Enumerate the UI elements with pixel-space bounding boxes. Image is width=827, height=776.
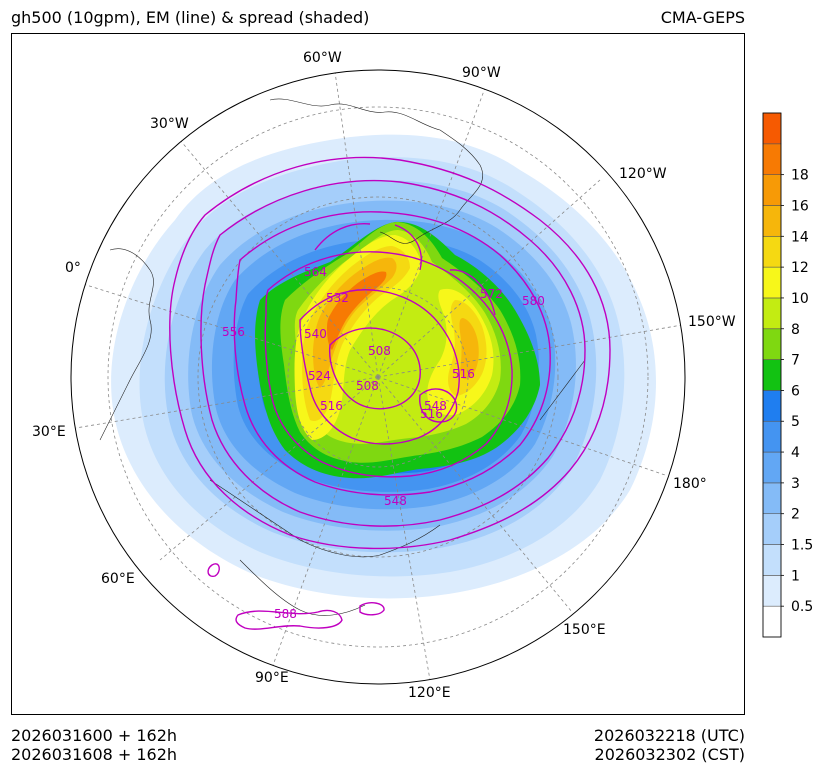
colorbar-bin [762,235,782,268]
contour-line [359,602,385,616]
colorbar-bin [762,513,782,545]
lon-label: 60°E [101,571,135,587]
graticule [75,71,683,681]
longitude-labels: 60°W 90°W 30°W 120°W 0° 150°W 30°E 180° … [32,50,736,701]
contour-label: 540 [304,327,327,341]
colorbar-tick-label: 14 [791,229,809,245]
contour-line [233,211,551,496]
colorbar-tick-label: 5 [791,414,800,430]
contour-label: 564 [304,265,327,279]
colorbar-tick-label: 18 [791,168,809,184]
lon-label: 120°E [408,685,451,701]
lon-label: 90°W [462,65,501,81]
lon-label: 0° [65,260,81,276]
colorbar-bin [762,359,782,391]
contour-label: 556 [222,325,245,339]
contour-label: 548 [384,494,407,508]
contour-line [419,388,458,423]
init-time-utc: 2026031600 + 162h [11,726,178,745]
valid-time-cst: 2026032302 (CST) [594,745,745,764]
spread-shading [111,134,657,599]
colorbar-bin [762,174,782,206]
lon-label: 90°E [255,670,289,686]
contour-label: 508 [356,379,379,393]
colorbar-tick-label: 6 [791,383,800,399]
colorbar-tick-label: 0.5 [791,599,813,615]
coastlines [99,98,586,616]
colorbar-bin [762,390,782,422]
valid-time-utc: 2026032218 (UTC) [593,726,745,745]
contour-line [328,327,421,410]
colorbar-tick-label: 1 [791,568,800,584]
colorbar-bin [762,328,782,360]
colorbar-tick-label: 4 [791,445,800,461]
colorbar-tick-label: 2 [791,507,800,523]
contour-line [264,251,513,478]
height-contours [169,156,611,630]
contour-line [169,156,611,550]
colorbar-bin [762,297,782,330]
contour-line [235,609,343,630]
contour-label: 516 [320,399,343,413]
chart-title: gh500 (10gpm), EM (line) & spread (shade… [11,8,370,27]
lon-label: 150°W [688,314,736,330]
colorbar-tick-label: 8 [791,322,800,338]
colorbar-tick-label: 10 [791,291,809,307]
colorbar-bin [762,205,782,237]
colorbar: 0.5 1 1.5 2 3 4 5 6 7 8 10 12 14 16 18 [762,112,813,638]
spread-region-16 [327,271,387,350]
colorbar-bin [762,482,782,515]
colorbar-bin [762,112,782,145]
contour-label: 524 [308,369,331,383]
contour-label: 548 [424,399,447,413]
lon-label: 30°W [150,116,189,132]
model-name: CMA-GEPS [660,8,745,27]
colorbar-tick-label: 1.5 [791,538,813,554]
contour-line [314,223,496,316]
lon-label: 30°E [32,424,66,440]
colorbar-bin [762,575,782,607]
contour-label: 588 [274,607,297,621]
contour-label: 572 [480,287,503,301]
lon-label: 180° [673,476,707,492]
colorbar-bin [762,266,782,299]
colorbar-border [762,112,782,638]
map-boundary [70,69,686,685]
contour-label: 580 [522,294,545,308]
contour-line [200,179,586,527]
lon-label: 60°W [303,50,342,66]
contour-labels: 564 532 540 556 508 572 580 516 524 516 … [222,265,545,621]
colorbar-tick-label: 12 [791,260,809,276]
colorbar-bin [762,544,782,576]
colorbar-bin [762,605,782,638]
contour-label: 516 [420,407,443,421]
colorbar-tick-label: 3 [791,476,800,492]
colorbar-tick-label: 7 [791,353,800,369]
contour-label: 532 [326,291,349,305]
contour-line [207,563,220,578]
contour-line [299,289,460,445]
lon-label: 120°W [619,166,667,182]
colorbar-bin [762,143,782,175]
colorbar-bin [762,420,782,453]
map-frame [11,33,745,715]
init-time-cst: 2026031608 + 162h [11,745,178,764]
lon-label: 150°E [563,622,606,638]
contour-label: 516 [452,367,475,381]
colorbar-bin [762,451,782,484]
colorbar-tick-label: 16 [791,198,809,214]
contour-label: 508 [368,344,391,358]
